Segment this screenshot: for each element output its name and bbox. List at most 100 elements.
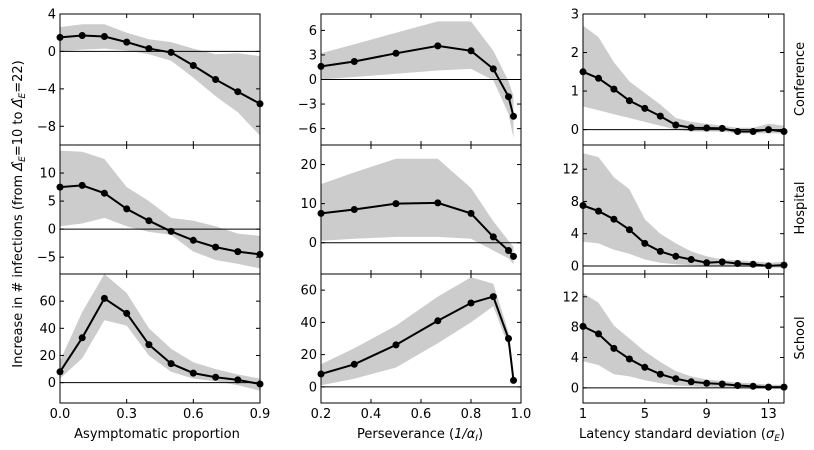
data-point xyxy=(78,181,86,189)
panel-conference-perseverance: 6 3 0 −3 −6 xyxy=(298,13,522,146)
data-point xyxy=(749,260,757,268)
x-axis-title-latency: Latency standard deviation (σE) xyxy=(579,427,785,444)
panel-frame xyxy=(59,273,261,404)
y-tick-label: 0 xyxy=(309,73,317,88)
y-tick-label: −5 xyxy=(37,251,56,266)
data-point xyxy=(123,38,131,46)
panel-hospital-perseverance: 20 10 0 xyxy=(300,144,522,275)
data-point xyxy=(145,341,153,349)
data-point xyxy=(610,215,618,223)
y-tick-label: −8 xyxy=(37,120,56,135)
y-tick-label: 8 xyxy=(571,195,579,210)
data-point xyxy=(749,128,757,135)
x-axis-title-asymptomatic: Asymptomatic proportion xyxy=(74,427,240,442)
x-tick-label: 0.2 xyxy=(311,407,332,422)
panel-school-asymptomatic: 60 40 20 0 0.0 0.3 0.6 0.9 xyxy=(39,273,271,422)
data-point xyxy=(123,309,131,317)
series-line xyxy=(60,34,260,105)
data-point xyxy=(625,226,633,234)
data-point xyxy=(145,45,153,53)
data-point xyxy=(167,48,175,56)
y-tick-label: 8 xyxy=(571,321,579,336)
data-point xyxy=(189,369,197,377)
data-point xyxy=(595,74,602,82)
data-point xyxy=(234,376,242,384)
data-point xyxy=(672,375,680,383)
y-tick-label: 20 xyxy=(300,158,317,173)
confidence-band xyxy=(583,25,784,134)
y-tick-label: 5 xyxy=(48,195,56,210)
data-point xyxy=(100,33,108,40)
x-tick-label: 0.3 xyxy=(116,407,137,422)
data-point xyxy=(703,379,711,387)
y-tick-label: 0 xyxy=(48,45,56,60)
data-point xyxy=(212,373,220,381)
x-tick-label: 1 xyxy=(579,407,587,422)
data-point xyxy=(595,330,602,338)
x-tick-label: 0.9 xyxy=(250,407,271,422)
confidence-band xyxy=(321,277,514,386)
data-point xyxy=(212,243,220,251)
data-point xyxy=(467,47,475,55)
y-tick-label: 0 xyxy=(571,259,579,274)
data-point xyxy=(510,112,517,120)
data-point xyxy=(610,344,618,352)
y-tick-label: 4 xyxy=(571,227,579,242)
data-point xyxy=(625,355,633,363)
y-tick-label: 0 xyxy=(48,223,56,238)
data-point xyxy=(392,341,400,349)
row-label-conference: Conference xyxy=(793,42,808,116)
data-point xyxy=(78,32,86,39)
panel-school-perseverance: 60 40 20 0 0.2 0.4 0.6 0.8 1.0 xyxy=(300,273,532,422)
series-line xyxy=(60,184,260,256)
x-tick-label: 1.0 xyxy=(511,407,532,422)
y-tick-label: 3 xyxy=(571,8,579,23)
data-point xyxy=(625,97,633,105)
y-tick-label: 6 xyxy=(309,24,317,39)
series-line xyxy=(321,295,515,381)
data-point xyxy=(510,376,517,384)
series-line xyxy=(60,296,260,385)
y-tick-label: 1 xyxy=(571,85,579,100)
data-point xyxy=(656,370,664,378)
data-point xyxy=(350,360,358,368)
data-point xyxy=(505,335,512,342)
data-point xyxy=(212,76,220,83)
data-point xyxy=(467,209,475,217)
data-point xyxy=(123,205,131,213)
data-point xyxy=(765,262,772,270)
panel-hospital-asymptomatic: 10 5 0 −5 xyxy=(37,144,264,275)
data-point xyxy=(734,260,742,267)
data-point xyxy=(392,49,400,57)
y-tick-label: 60 xyxy=(300,284,317,299)
y-tick-label: 20 xyxy=(300,348,317,363)
x-axis-title-perseverance: Perseverance (1/αI) xyxy=(357,427,483,444)
x-tick-label: 0.8 xyxy=(461,407,482,422)
y-tick-label: 4 xyxy=(48,8,56,23)
data-point xyxy=(234,248,242,256)
data-point xyxy=(687,378,695,386)
row-label-hospital: Hospital xyxy=(793,181,808,234)
data-point xyxy=(189,62,197,69)
x-tick-label: 0.6 xyxy=(183,407,204,422)
y-tick-label: 0 xyxy=(571,381,579,396)
data-point xyxy=(434,199,442,207)
confidence-band xyxy=(60,274,260,391)
y-tick-label: 40 xyxy=(39,322,56,337)
data-point xyxy=(489,293,497,301)
data-point xyxy=(350,206,358,213)
data-point xyxy=(765,383,772,391)
y-tick-label: −6 xyxy=(298,122,317,137)
row-label-school: School xyxy=(793,316,808,359)
y-tick-label: 10 xyxy=(300,197,317,212)
y-tick-label: 4 xyxy=(571,351,579,366)
data-point xyxy=(718,380,726,388)
data-point xyxy=(489,233,497,241)
y-tick-label: −4 xyxy=(37,82,56,97)
y-tick-label: 12 xyxy=(562,290,579,305)
data-point xyxy=(392,200,400,208)
series-line xyxy=(321,44,515,117)
data-point xyxy=(167,360,175,368)
y-tick-label: 0 xyxy=(309,380,317,395)
